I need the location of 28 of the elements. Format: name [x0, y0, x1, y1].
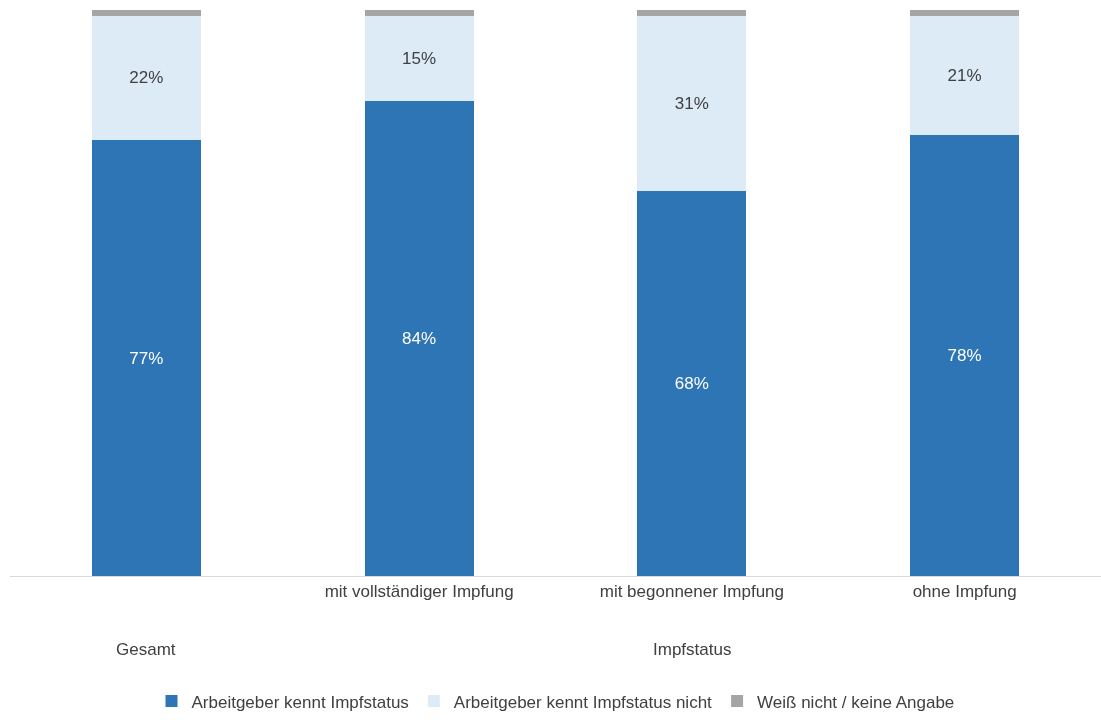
bar [364, 10, 474, 16]
bar [910, 134, 1020, 576]
bar [637, 15, 747, 192]
x-tick-label: ohne Impfung [912, 582, 1017, 602]
legend-label: Arbeitgeber kennt Impfstatus [191, 692, 409, 712]
data-label: 21% [947, 65, 982, 85]
x-tick-label: mit begonnener Impfung [599, 582, 785, 602]
data-label: 22% [129, 68, 164, 88]
bar [637, 10, 747, 16]
x-tick-label: mit vollständiger Impfung [324, 582, 514, 602]
data-label: 15% [402, 48, 437, 68]
data-label: 84% [402, 328, 437, 348]
text: Impfstatus [653, 640, 732, 659]
data-label: 77% [129, 348, 164, 368]
bar [91, 10, 201, 16]
data-label: 68% [674, 374, 709, 394]
bar [91, 15, 201, 141]
bar [91, 140, 201, 576]
bar [364, 15, 474, 101]
text: Gesamt [116, 640, 176, 659]
legend-label: Arbeitgeber kennt Impfstatus nicht [453, 692, 713, 712]
bar [364, 100, 474, 576]
legend-label: Weiß nicht / keine Angabe [757, 692, 955, 712]
bar [910, 10, 1020, 16]
data-label: 31% [674, 93, 709, 113]
data-label: 78% [947, 345, 982, 365]
bar [910, 15, 1020, 135]
bar [637, 191, 747, 576]
